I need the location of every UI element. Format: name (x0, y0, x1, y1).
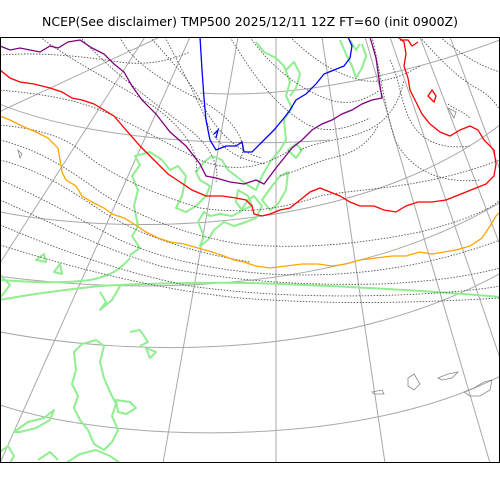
contour-purple (0, 37, 383, 185)
isotherms-minor (0, 37, 500, 303)
contour-blue (199, 37, 353, 153)
weather-map (0, 37, 500, 463)
chart-title: NCEP(See disclaimer) TMP500 2025/12/11 1… (41, 14, 458, 29)
small-islands (17, 107, 493, 397)
longitude-lines (0, 37, 500, 463)
contour-red (0, 37, 497, 217)
map-background (0, 37, 500, 463)
contour-orange (0, 115, 500, 269)
